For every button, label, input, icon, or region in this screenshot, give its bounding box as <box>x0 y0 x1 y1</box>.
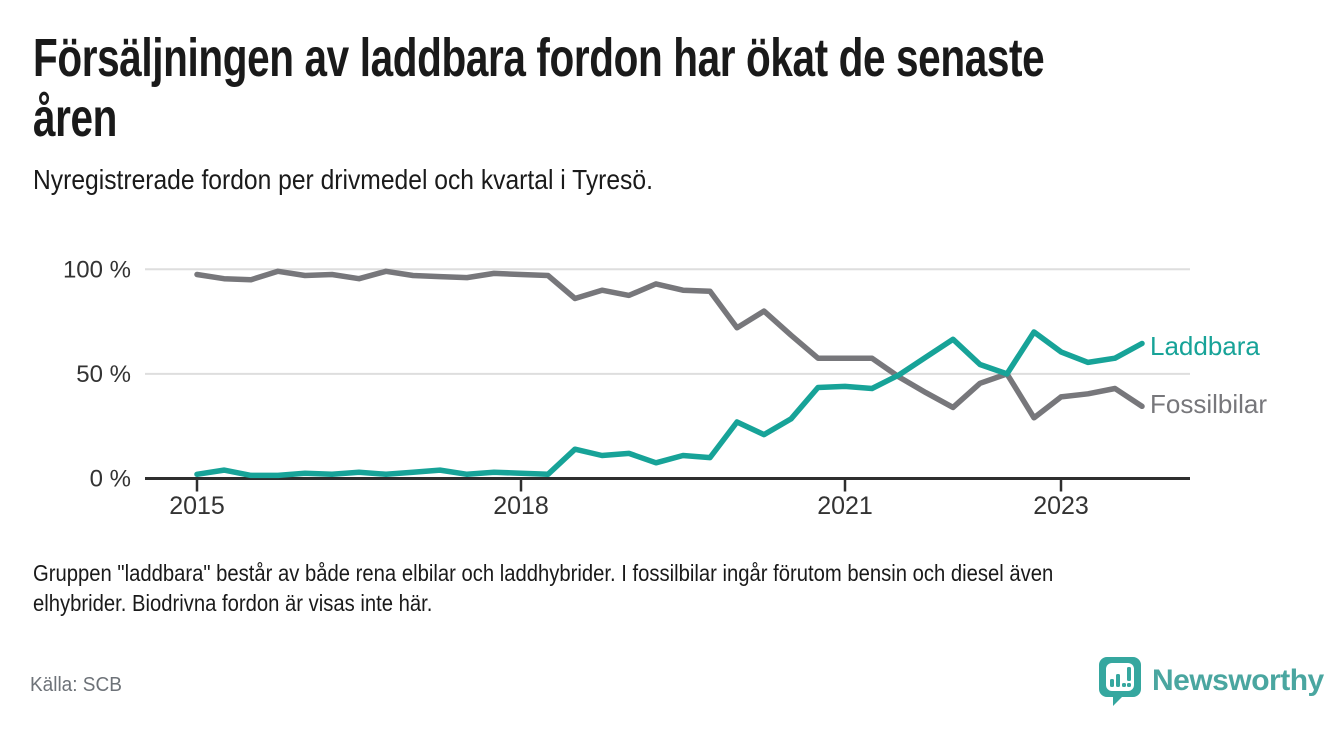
x-tick-label: 2021 <box>817 492 873 520</box>
source-label: Källa: SCB <box>30 674 122 696</box>
series-line-fossilbilar <box>194 268 1145 421</box>
y-tick-label: 50 % <box>76 361 131 388</box>
title-line-1: Försäljningen av laddbara fordon har öka… <box>33 28 1045 88</box>
page-title: Försäljningen av laddbara fordon har öka… <box>33 28 1045 148</box>
legend-fossilbilar: Fossilbilar <box>1150 389 1268 419</box>
y-tick-label: 100 % <box>63 256 131 283</box>
newsworthy-logo-icon <box>1099 657 1141 706</box>
newsworthy-wordmark: Newsworthy <box>1152 664 1324 697</box>
footnote-line-2: elhybrider. Biodrivna fordon är visas in… <box>33 590 433 616</box>
legend-laddbara: Laddbara <box>1150 331 1260 361</box>
footnote-line-1: Gruppen "laddbara" består av både rena e… <box>33 560 1054 586</box>
chart-subtitle: Nyregistrerade fordon per drivmedel och … <box>33 164 653 195</box>
title-line-2: åren <box>33 88 118 148</box>
footnote: Gruppen "laddbara" består av både rena e… <box>33 558 1053 618</box>
x-tick-label: 2023 <box>1033 492 1089 520</box>
newsworthy-logo[interactable]: Newsworthy <box>1098 656 1324 706</box>
x-tick-label: 2018 <box>493 492 549 520</box>
y-tick-label: 0 % <box>90 466 131 493</box>
x-tick-label: 2015 <box>169 492 225 520</box>
series-line-laddbara <box>194 329 1145 479</box>
